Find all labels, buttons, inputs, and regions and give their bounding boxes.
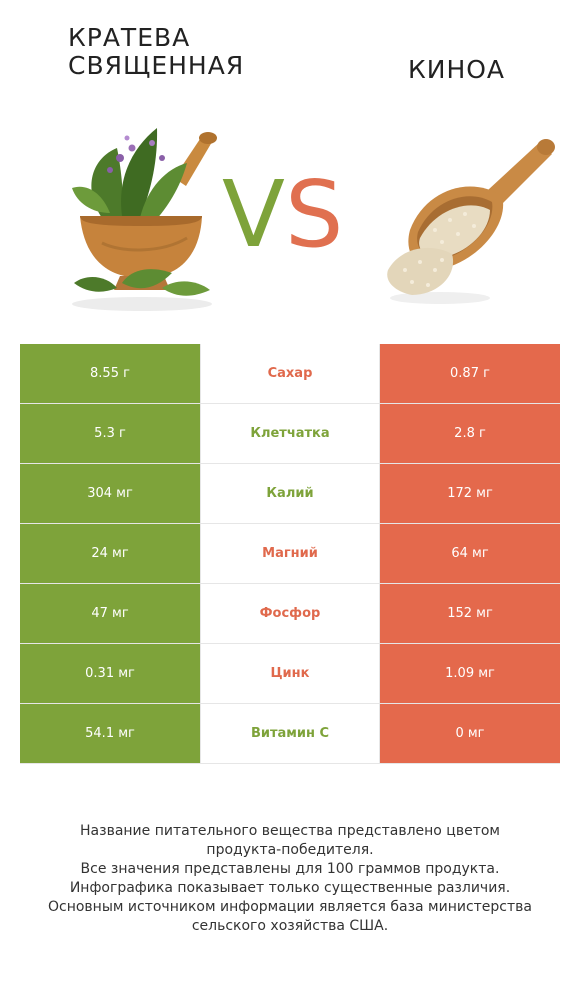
left-value: 5.3 г — [20, 403, 201, 464]
left-value: 304 мг — [20, 463, 201, 524]
quinoa-scoop-icon — [387, 139, 555, 304]
table-row: 0.31 мг Цинк 1.09 мг — [20, 643, 560, 704]
nutrient-name: Клетчатка — [200, 403, 380, 464]
vs-letter-s: S — [284, 161, 344, 268]
right-value: 2.8 г — [379, 403, 560, 464]
left-value: 47 мг — [20, 583, 201, 644]
nutrient-name: Магний — [200, 523, 380, 584]
table-row: 5.3 г Клетчатка 2.8 г — [20, 403, 560, 464]
table-row: 8.55 г Сахар 0.87 г — [20, 344, 560, 404]
nutrient-name: Фосфор — [200, 583, 380, 644]
table-row: 304 мг Калий 172 мг — [20, 463, 560, 524]
footer-line: Инфографика показывает только существенн… — [69, 880, 511, 896]
footer-note: Название питательного вещества представл… — [20, 822, 560, 936]
herbs-mortar-icon — [72, 128, 217, 311]
nutrient-name: Калий — [200, 463, 380, 524]
right-value: 172 мг — [379, 463, 560, 524]
right-value: 1.09 мг — [379, 643, 560, 704]
footer-line: продукта-победителя. — [206, 842, 374, 858]
table-row: 47 мг Фосфор 152 мг — [20, 583, 560, 644]
left-value: 54.1 мг — [20, 703, 201, 764]
right-value: 0 мг — [379, 703, 560, 764]
footer-line: Основным источником информации является … — [48, 899, 532, 915]
left-value: 0.31 мг — [20, 643, 201, 704]
left-value: 24 мг — [20, 523, 201, 584]
table-row: 24 мг Магний 64 мг — [20, 523, 560, 584]
left-product-title: Кратева священная — [68, 24, 244, 80]
table-row: 54.1 мг Витамин С 0 мг — [20, 703, 560, 764]
right-value: 0.87 г — [379, 344, 560, 404]
left-title-line2: священная — [68, 51, 245, 80]
right-product-title: Киноа — [408, 55, 506, 84]
footer-line: сельского хозяйства США. — [191, 918, 389, 934]
nutrient-name: Цинк — [200, 643, 380, 704]
nutrient-name: Сахар — [200, 344, 380, 404]
vs-label: VS — [222, 160, 343, 270]
left-title-line1: Кратева — [68, 23, 191, 52]
nutrient-name: Витамин С — [200, 703, 380, 764]
footer-line: Все значения представлены для 100 граммо… — [80, 861, 500, 877]
footer-line: Название питательного вещества представл… — [80, 823, 500, 839]
left-value: 8.55 г — [20, 344, 201, 404]
vs-letter-v: V — [222, 161, 285, 268]
right-value: 152 мг — [379, 583, 560, 644]
comparison-table: 8.55 г Сахар 0.87 г 5.3 г Клетчатка 2.8 … — [20, 344, 560, 764]
right-value: 64 мг — [379, 523, 560, 584]
